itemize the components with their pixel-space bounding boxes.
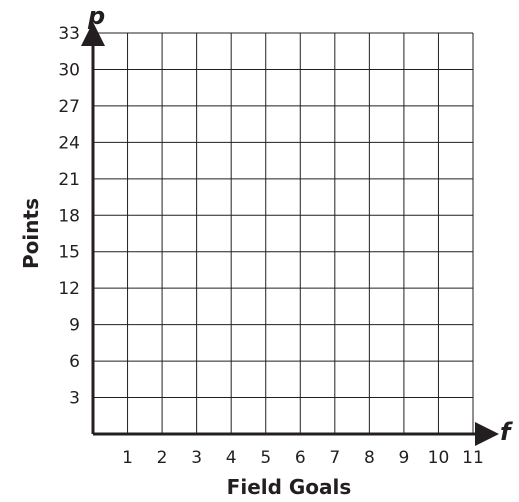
y-tick-label: 15 bbox=[58, 243, 80, 263]
y-tick-label: 30 bbox=[58, 60, 80, 80]
y-tick-label: 6 bbox=[69, 352, 80, 372]
x-tick-labels: 1 2 3 4 5 6 7 8 9 10 11 bbox=[122, 448, 484, 468]
x-variable-label: f bbox=[500, 418, 513, 446]
y-tick-label: 27 bbox=[58, 97, 80, 117]
y-tick-label: 21 bbox=[58, 170, 80, 190]
y-tick-label: 3 bbox=[69, 389, 80, 409]
x-tick-label: 11 bbox=[462, 448, 484, 468]
x-tick-label: 9 bbox=[398, 448, 409, 468]
x-tick-label: 4 bbox=[226, 448, 237, 468]
x-tick-label: 8 bbox=[364, 448, 375, 468]
y-tick-label: 24 bbox=[58, 133, 80, 153]
y-tick-label: 9 bbox=[69, 316, 80, 336]
y-tick-labels: 3 6 9 12 15 18 21 24 27 30 33 bbox=[58, 24, 80, 409]
y-tick-label: 18 bbox=[58, 206, 80, 226]
x-tick-label: 1 bbox=[122, 448, 133, 468]
grid-lines bbox=[93, 32, 474, 434]
x-axis-title: Field Goals bbox=[227, 475, 352, 499]
axes bbox=[81, 22, 499, 446]
x-tick-label: 3 bbox=[191, 448, 202, 468]
x-tick-label: 7 bbox=[329, 448, 340, 468]
x-tick-label: 2 bbox=[157, 448, 168, 468]
x-tick-label: 10 bbox=[428, 448, 450, 468]
y-tick-label: 33 bbox=[58, 24, 80, 44]
y-variable-label: p bbox=[87, 2, 105, 30]
x-tick-label: 6 bbox=[295, 448, 306, 468]
y-tick-label: 12 bbox=[58, 279, 80, 299]
x-tick-label: 5 bbox=[260, 448, 271, 468]
y-axis-title: Points bbox=[19, 198, 43, 269]
